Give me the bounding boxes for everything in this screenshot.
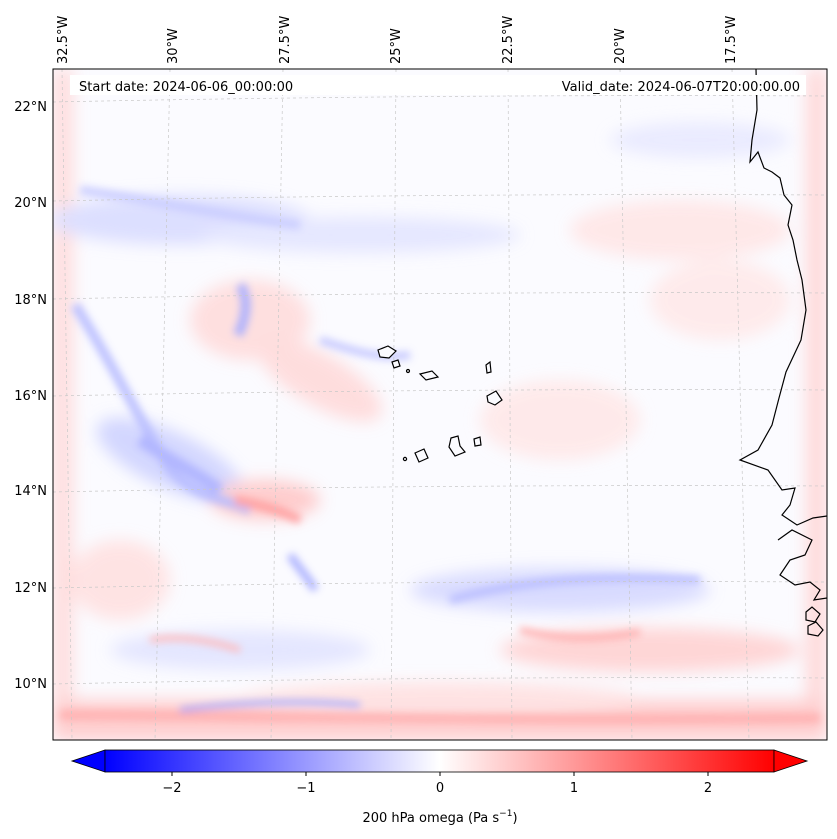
coastline <box>738 69 827 637</box>
colorbar-tick-0: 0 <box>436 781 444 796</box>
lon-label-22-5w: 22.5°W <box>501 16 516 64</box>
lon-label-30w: 30°W <box>166 28 181 64</box>
colorbar-label: 200 hPa omega (Pa s−1) <box>362 809 517 826</box>
colorbar-tick-m1: −1 <box>296 781 315 796</box>
lon-label-27-5w: 27.5°W <box>278 16 293 64</box>
longitude-labels: 32.5°W 30°W 27.5°W 25°W 22.5°W 20°W 17.5… <box>56 16 739 64</box>
colorbar: −2 −1 0 1 2 200 hPa omega (Pa s−1) <box>70 749 809 826</box>
start-date: Start date: 2024-06-06_00:00:00 <box>79 80 293 95</box>
gridlines <box>53 69 827 740</box>
lon-label-20w: 20°W <box>613 28 628 64</box>
lat-label-16n: 16°N <box>14 389 47 404</box>
lat-label-22n: 22°N <box>14 100 47 115</box>
date-banner <box>70 75 806 95</box>
cape-verde-islands <box>377 345 503 463</box>
map-panel: Start date: 2024-06-06_00:00:00 Valid_da… <box>53 69 827 740</box>
colorbar-body <box>104 749 775 773</box>
lon-label-25w: 25°W <box>389 28 404 64</box>
lat-label-14n: 14°N <box>14 484 47 499</box>
lat-label-12n: 12°N <box>14 581 47 596</box>
map-frame <box>52 68 828 741</box>
lon-label-17-5w: 17.5°W <box>724 16 739 64</box>
latitude-labels: 22°N 20°N 18°N 16°N 14°N 12°N 10°N <box>14 100 47 692</box>
omega-field <box>53 69 827 740</box>
lat-label-18n: 18°N <box>14 293 47 308</box>
colorbar-tick-m2: −2 <box>162 781 181 796</box>
lon-label-32-5w: 32.5°W <box>56 16 71 64</box>
colorbar-tick-2: 2 <box>704 781 712 796</box>
colorbar-tick-1: 1 <box>570 781 578 796</box>
map-background <box>53 69 827 740</box>
valid-date: Valid_date: 2024-06-07T20:00:00.00 <box>562 80 800 95</box>
lat-label-10n: 10°N <box>14 677 47 692</box>
colorbar-extend-left <box>70 749 106 773</box>
lat-label-20n: 20°N <box>14 196 47 211</box>
colorbar-extend-right <box>773 749 809 773</box>
